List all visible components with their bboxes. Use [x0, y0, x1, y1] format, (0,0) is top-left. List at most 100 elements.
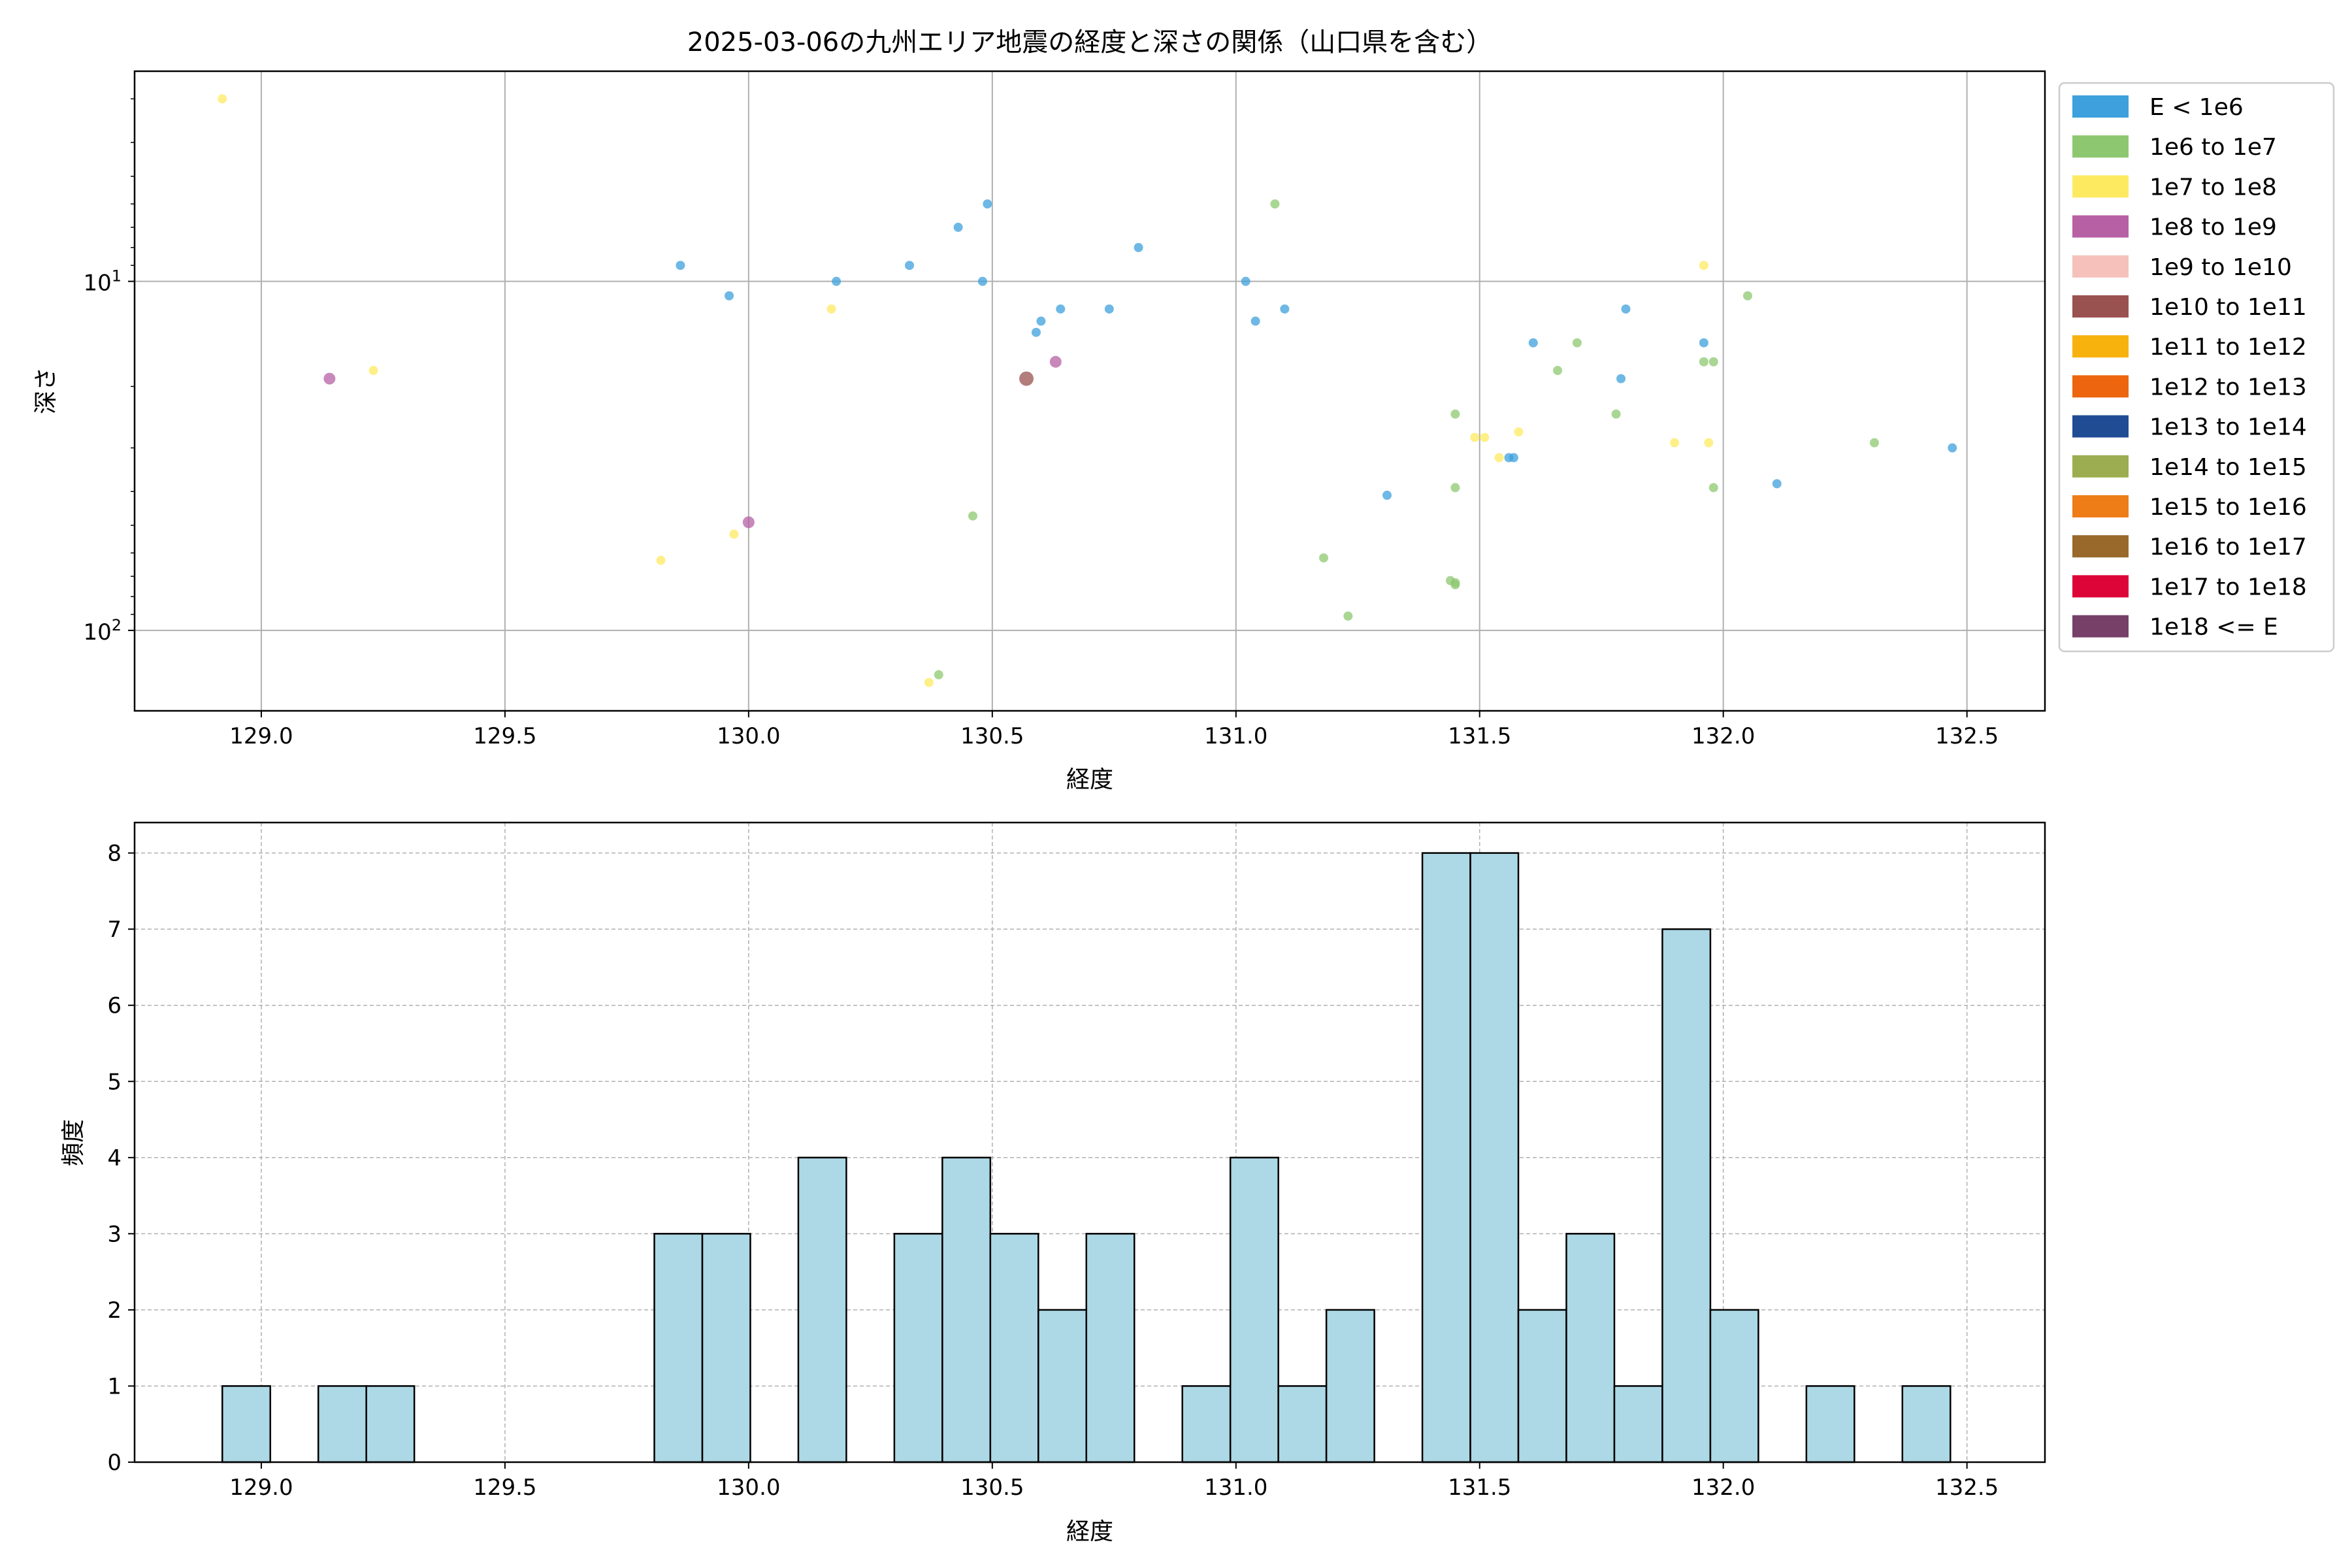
histogram-y-tick-label: 3 — [107, 1221, 122, 1247]
legend-label: 1e15 to 1e16 — [2149, 494, 2307, 521]
scatter-point — [1019, 371, 1034, 386]
legend-frame — [2058, 82, 2335, 653]
histogram-bar — [1901, 1385, 1952, 1463]
histogram-bar — [1421, 852, 1471, 1463]
histogram-bar — [1661, 928, 1712, 1463]
histogram-bar — [317, 1385, 367, 1463]
histogram-bar — [1229, 1156, 1279, 1463]
scatter-point — [676, 261, 685, 270]
histogram-bar — [1085, 1233, 1135, 1463]
scatter-point — [1742, 291, 1752, 301]
legend-label: 1e14 to 1e15 — [2149, 454, 2307, 481]
histogram-bar — [1613, 1385, 1663, 1463]
scatter-point — [1708, 357, 1718, 367]
scatter-point — [1704, 438, 1714, 448]
scatter-x-tick-label: 130.0 — [717, 723, 780, 749]
histogram-bar — [941, 1156, 992, 1463]
legend-label: 1e13 to 1e14 — [2149, 414, 2307, 441]
scatter-x-tick-label: 129.5 — [473, 723, 536, 749]
scatter-point — [1343, 612, 1353, 621]
legend-swatch — [2072, 295, 2129, 318]
histogram-bar — [1325, 1309, 1375, 1463]
histogram-bar — [221, 1385, 271, 1463]
scatter-point — [368, 366, 378, 376]
histogram-bar — [1805, 1385, 1855, 1463]
scatter-point — [1553, 366, 1563, 376]
histogram-bar — [1277, 1385, 1328, 1463]
legend-swatch — [2072, 575, 2129, 598]
scatter-point — [1450, 409, 1460, 419]
scatter-point — [826, 304, 836, 314]
scatter-points — [218, 94, 1957, 687]
scatter-point — [1869, 438, 1879, 448]
scatter-point — [1708, 483, 1718, 493]
legend-swatch — [2072, 455, 2129, 478]
scatter-point — [1382, 491, 1392, 500]
histogram-bar — [1037, 1309, 1088, 1463]
scatter-point — [1494, 453, 1504, 463]
histogram-x-tick-label: 130.0 — [717, 1475, 780, 1501]
scatter-point — [1104, 304, 1114, 314]
scatter-point — [1049, 355, 1062, 368]
histogram-y-tick-label: 1 — [107, 1373, 122, 1399]
legend-label: 1e9 to 1e10 — [2149, 254, 2292, 281]
legend-swatch — [2072, 215, 2129, 238]
scatter-x-tick-label: 130.5 — [960, 723, 1024, 749]
legend-swatch — [2072, 615, 2129, 638]
legend-label: 1e12 to 1e13 — [2149, 374, 2307, 400]
scatter-y-tick-label: 101 — [83, 267, 122, 297]
scatter-point — [1450, 483, 1460, 493]
legend-swatch — [2072, 135, 2129, 158]
scatter-point — [725, 291, 734, 301]
legend: E < 1e6 1e6 to 1e7 1e7 to 1e8 1e8 to 1e9 1e9… — [2058, 82, 2335, 653]
scatter-title: 2025-03-06の九州エリア地震の経度と深さの関係（山口県を含む） — [687, 27, 1492, 57]
scatter-point — [1699, 338, 1708, 348]
histogram-y-tick-label: 4 — [107, 1145, 122, 1171]
scatter-point — [1509, 453, 1518, 463]
scatter-point — [924, 678, 934, 687]
legend-swatch — [2072, 495, 2129, 517]
scatter-point — [1280, 304, 1290, 314]
scatter-grid — [135, 71, 2045, 711]
scatter-point — [1772, 479, 1782, 489]
legend-swatch — [2072, 255, 2129, 278]
scatter-point — [742, 516, 755, 529]
scatter-point — [729, 529, 739, 539]
histogram-bar — [893, 1233, 943, 1463]
histogram-x-tick-label: 132.5 — [1935, 1475, 1999, 1501]
legend-label: 1e17 to 1e18 — [2149, 574, 2307, 600]
histogram-y-ticks: 0 1 2 3 4 5 6 7 8 — [107, 841, 135, 1476]
scatter-point — [1031, 327, 1041, 337]
scatter-point — [1134, 242, 1143, 252]
histogram-x-tick-label: 129.5 — [473, 1475, 536, 1501]
scatter-point — [1241, 276, 1250, 286]
scatter-x-tick-label: 129.0 — [229, 723, 293, 749]
scatter-point — [1616, 374, 1626, 384]
scatter-point — [1250, 316, 1260, 326]
legend-swatch — [2072, 95, 2129, 118]
legend-label: 1e10 to 1e11 — [2149, 294, 2307, 321]
scatter-x-axis-label: 経度 — [1066, 766, 1113, 793]
histogram-bar — [1181, 1385, 1232, 1463]
scatter-point — [934, 670, 943, 679]
scatter-point — [1056, 304, 1066, 314]
histogram-y-tick-label: 8 — [107, 841, 122, 867]
histogram-bar — [1565, 1233, 1616, 1463]
histogram-bar — [1517, 1309, 1567, 1463]
histogram-bar — [653, 1233, 704, 1463]
histogram-x-tick-label: 131.0 — [1204, 1475, 1267, 1501]
scatter-x-tick-label: 132.5 — [1935, 723, 1999, 749]
legend-swatch — [2072, 175, 2129, 198]
scatter-point — [1699, 261, 1708, 270]
scatter-point — [968, 511, 977, 521]
legend-label: 1e7 to 1e8 — [2149, 174, 2277, 201]
scatter-point — [1621, 304, 1631, 314]
histogram-x-ticks: 129.0 129.5 130.0 130.5 131.0 131.5 132.0 132.5 — [229, 1462, 1999, 1501]
scatter-point — [1480, 433, 1490, 442]
histogram-x-tick-label: 132.0 — [1691, 1475, 1755, 1501]
histogram-bar — [1469, 852, 1520, 1463]
scatter-point — [323, 372, 336, 385]
scatter-y-ticks: 101 102 — [83, 267, 135, 645]
scatter-point — [953, 222, 963, 232]
